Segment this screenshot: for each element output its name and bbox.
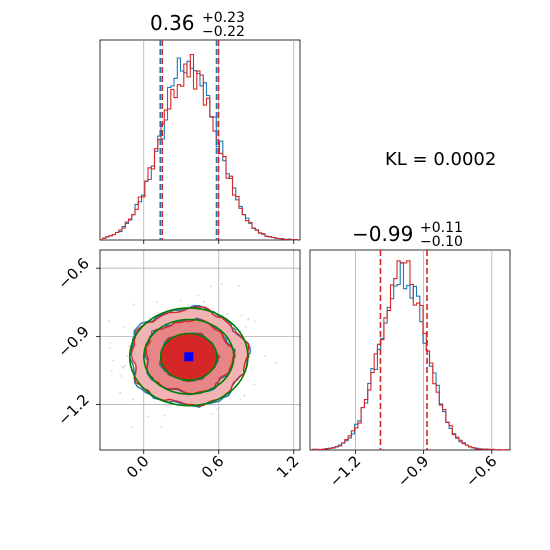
scatter-point: [250, 346, 252, 348]
x-tick-label: 0.0: [123, 452, 153, 482]
scatter-point: [211, 413, 213, 416]
scatter-point: [239, 398, 242, 401]
panel-hist-param2: −1.2 −0.9 −0.6: [309, 249, 511, 491]
y-tick-label: −0.6: [54, 254, 92, 292]
scatter-point: [187, 304, 190, 307]
scatter-point: [250, 368, 253, 371]
scatter-point: [156, 311, 159, 314]
scatter-point: [165, 404, 168, 407]
y-tick-label: −0.9: [54, 322, 92, 360]
scatter-point: [275, 361, 277, 364]
y-tick-label: −1.2: [54, 391, 92, 429]
scatter-point: [220, 282, 223, 285]
contour-line-green: [128, 307, 249, 407]
scatter-point: [180, 300, 183, 302]
hist1-series-2: [101, 54, 299, 241]
hist2-series: [311, 260, 509, 451]
param2-title-upper: +0.11: [420, 220, 463, 236]
hist1-ticks: [143, 240, 295, 244]
scatter-point: [132, 398, 134, 401]
hist1-series: [101, 54, 299, 241]
hist2-tick-label: −1.2: [326, 452, 364, 490]
x-tick-label: 0.6: [198, 452, 228, 482]
scatter-point: [109, 341, 112, 344]
scatter-point: [163, 414, 166, 417]
param1-title-value: 0.36: [150, 11, 195, 35]
contour-line-green: [159, 332, 218, 381]
scatter-point: [109, 346, 111, 349]
scatter-point: [264, 355, 267, 357]
scatter-point: [132, 303, 135, 306]
contour-line-blue: [144, 317, 237, 396]
hist2-grid: [355, 250, 493, 450]
scatter-point: [244, 325, 247, 328]
param1-title-lower: −0.22: [202, 24, 245, 40]
scatter-point: [126, 354, 129, 357]
param2-title-lower: −0.10: [420, 234, 463, 250]
scatter-point: [120, 375, 123, 377]
scatter-point: [160, 426, 163, 428]
scatter-point: [122, 366, 125, 369]
param1-title: 0.36 +0.23 −0.22: [150, 10, 245, 40]
panel-2d: 0.0 0.6 1.2 −1.2 −0.9 −0.6: [54, 249, 303, 482]
panel-2d-frame: [99, 249, 301, 451]
scatter-point: [196, 294, 199, 297]
scatter-point: [240, 329, 242, 332]
param2-title-value: −0.99: [352, 222, 413, 246]
scatter-point: [108, 319, 111, 322]
hist2-quantile-lines: [379, 250, 428, 450]
scatter-point: [203, 300, 205, 303]
scatter-point: [163, 403, 166, 405]
panel-hist-param2-frame: [309, 249, 511, 451]
x-tick-label: 1.2: [273, 452, 303, 482]
panel-hist-param1-frame: [99, 39, 301, 241]
scatter-point: [243, 394, 246, 397]
scatter-point: [147, 415, 150, 418]
param2-title: −0.99 +0.11 −0.10: [352, 220, 463, 250]
kl-annotation: KL = 0.0002: [385, 149, 496, 170]
marker-point: [184, 352, 194, 362]
scatter-point: [253, 320, 256, 323]
scatter-point: [121, 365, 124, 368]
scatter-point: [119, 391, 122, 394]
hist1-quantile-lines: [159, 40, 220, 240]
scatter-point: [237, 285, 240, 288]
scatter-point: [253, 383, 256, 386]
scatter-point: [226, 313, 229, 315]
hist2-tick-label: −0.9: [394, 452, 432, 490]
scatter-point: [155, 301, 158, 303]
scatter-point: [240, 314, 243, 317]
hist1-series-1: [101, 57, 299, 241]
scatter-point: [123, 326, 126, 328]
scatter-point: [210, 285, 213, 288]
scatter-point: [124, 364, 126, 367]
scatter-point: [127, 345, 130, 348]
scatter-point: [112, 359, 115, 362]
param1-title-upper: +0.23: [202, 10, 245, 26]
hist2-tick-label: −0.6: [462, 452, 500, 490]
hist2-series-2: [311, 260, 509, 451]
hist2-ticks: −1.2 −0.9 −0.6: [326, 450, 501, 491]
scatter-point: [130, 426, 133, 428]
contour-line-green: [143, 318, 235, 395]
scatter-point: [247, 318, 250, 321]
panel-hist-param1: [99, 39, 301, 244]
hist2-series-1: [311, 262, 509, 451]
scatter-point: [216, 408, 218, 411]
scatter-point: [150, 403, 153, 406]
scatter-point: [110, 370, 113, 372]
